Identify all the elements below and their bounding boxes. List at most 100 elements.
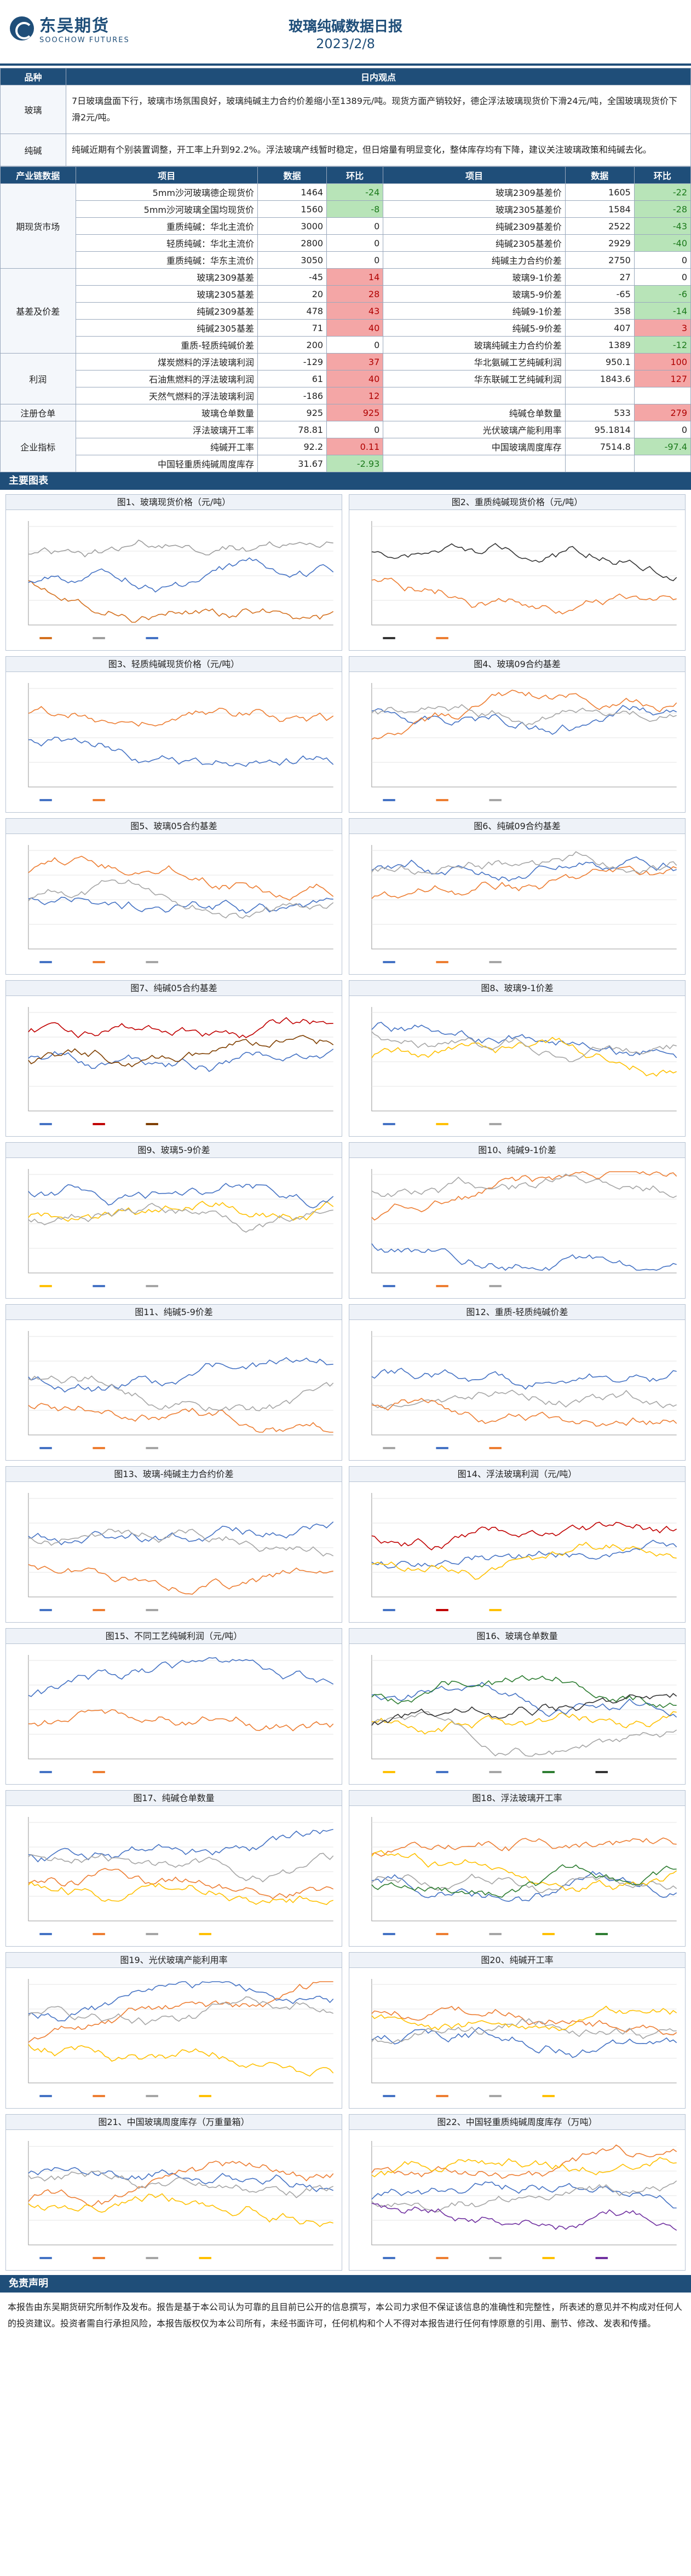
- chart-title: 图20、纯碱开工率: [349, 1953, 685, 1968]
- chart-legend-swatch: [93, 1285, 105, 1287]
- chart-legend-swatch: [199, 2095, 211, 2097]
- chart-series-line: [28, 879, 334, 919]
- chart-legend-swatch: [383, 637, 395, 639]
- item-value: 95.1814: [565, 421, 635, 438]
- item-label: 纯碱2309基差: [75, 302, 258, 320]
- chart-series-line: [371, 2203, 677, 2231]
- chart-panel: 图5、玻璃05合约基差: [5, 818, 342, 975]
- chart-series-line: [28, 1981, 334, 2022]
- item-value: -65: [565, 285, 635, 303]
- chart-series-line: [371, 856, 677, 882]
- chart-axis: [28, 1493, 333, 1597]
- summary-table: 品种 日内观点 玻璃 7日玻璃盘面下行，玻璃市场氛围良好，玻璃纯碱主力合约价差缩…: [0, 68, 691, 166]
- item-value: 950.1: [565, 353, 635, 371]
- chart-series-line: [371, 1850, 677, 1892]
- chart-legend-swatch: [383, 961, 395, 963]
- chart-legend-swatch: [489, 1123, 502, 1125]
- chart-axis: [371, 1817, 677, 1921]
- item-label: 玻璃2305基差价: [383, 200, 566, 218]
- item-change: -6: [634, 285, 691, 303]
- table-row: 期现货市场 5mm沙河玻璃德企现货价 1464 -24 玻璃2309基差价 1605 -22: [0, 183, 691, 269]
- chart-axis: [28, 2141, 333, 2245]
- chart-legend-swatch: [146, 2257, 158, 2259]
- chart-legend-swatch: [542, 1933, 555, 1935]
- item-change: 0: [326, 336, 384, 354]
- chart-series-line: [371, 1542, 677, 1580]
- item-change: 0: [634, 251, 691, 269]
- item-value: 200: [257, 336, 327, 354]
- item-value: 2522: [565, 217, 635, 235]
- item-change: [634, 387, 691, 404]
- chart-series-line: [28, 1357, 333, 1393]
- chart-legend-swatch: [383, 1609, 395, 1611]
- chart-legend-swatch: [489, 1285, 502, 1287]
- chart-legend-swatch: [39, 2257, 52, 2259]
- chart-legend-swatch: [39, 637, 52, 639]
- chart-series-line: [28, 1657, 334, 1697]
- chart-series-line: [371, 1682, 677, 1718]
- item-value: 27: [565, 268, 635, 286]
- chart-axis: [371, 1007, 677, 1112]
- table-row: 重质纯碱：华东主流价 3050 0 纯碱主力合约价差 2750 0: [1, 251, 691, 269]
- chart-legend-swatch: [595, 1771, 608, 1773]
- table-row: 5mm沙河玻璃全国均现货价 1560 -8 玻璃2305基差价 1584 -28: [1, 200, 691, 218]
- table-row: 基差及价差 玻璃2309基差 -45 14 玻璃9-1价差 27 0: [0, 268, 691, 354]
- chart-series-line: [28, 2044, 334, 2077]
- item-label: [383, 387, 566, 404]
- chart-panel: 图11、纯碱5-9价差: [5, 1304, 342, 1461]
- chart-legend-swatch: [146, 1609, 158, 1611]
- item-change: 0: [326, 234, 384, 252]
- item-value: 533: [565, 404, 635, 421]
- chart-series-line: [371, 1031, 677, 1062]
- item-change: -2.93: [326, 455, 384, 472]
- item-label: 光伏玻璃产能利用率: [383, 421, 566, 438]
- item-label: 玻璃9-1价差: [383, 268, 566, 286]
- chart-panel: 图10、纯碱9-1价差: [349, 1142, 686, 1299]
- chart-series-line: [371, 1022, 677, 1058]
- chart-axis: [28, 683, 333, 788]
- chart-axis: [28, 1169, 333, 1273]
- group-name: 期现货市场: [0, 183, 76, 269]
- data-table-header: 产业链数据: [0, 166, 76, 184]
- chart-plot: [28, 1007, 334, 1125]
- group-name: 注册仓单: [0, 404, 76, 421]
- item-label: 浮法玻璃开工率: [75, 421, 258, 438]
- chart-title: 图2、重质纯碱现货价格（元/吨）: [349, 495, 685, 510]
- chart-series-line: [371, 2181, 677, 2209]
- chart-series-line: [28, 1017, 333, 1039]
- chart-legend-swatch: [383, 799, 395, 801]
- item-value: 478: [257, 302, 327, 320]
- item-change: 40: [326, 370, 384, 387]
- chart-title: 图4、玻璃09合约基差: [349, 657, 685, 672]
- chart-panel: 图19、光伏玻璃产能利用率: [5, 1952, 342, 2109]
- chart-title: 图8、玻璃9-1价差: [349, 981, 685, 996]
- summary-row: 玻璃 7日玻璃盘面下行，玻璃市场氛围良好，玻璃纯碱主力合约价差缩小至1389元/…: [0, 85, 691, 134]
- chart-title: 图15、不同工艺纯碱利润（元/吨）: [6, 1629, 342, 1644]
- item-change: 3: [634, 319, 691, 337]
- item-value: 358: [565, 302, 635, 320]
- chart-series-line: [28, 1035, 334, 1068]
- item-value: 2929: [565, 234, 635, 252]
- summary-text: 7日玻璃盘面下行，玻璃市场氛围良好，玻璃纯碱主力合约价差缩小至1389元/吨。现…: [66, 85, 691, 134]
- item-change: -14: [634, 302, 691, 320]
- item-change: -40: [634, 234, 691, 252]
- chart-legend-swatch: [542, 1771, 555, 1773]
- chart-series-line: [28, 1375, 334, 1412]
- item-value: [565, 455, 635, 472]
- chart-legend-swatch: [436, 1123, 448, 1125]
- item-label: [383, 455, 566, 472]
- table-row: 玻璃2305基差 20 28 玻璃5-9价差 -65 -6: [1, 285, 691, 303]
- chart-title: 图3、轻质纯碱现货价格（元/吨）: [6, 657, 342, 672]
- item-label: 华东联碱工艺纯碱利润: [383, 370, 566, 387]
- chart-series-line: [371, 2180, 677, 2213]
- report-header: 东吴期货 SOOCHOW FUTURES 玻璃纯碱数据日报 2023/2/8: [0, 0, 691, 66]
- charts-grid: 图1、玻璃现货价格（元/吨） 图2、重质纯碱现货价格（元/吨） 图3、轻质纯碱现货价…: [0, 490, 691, 2275]
- chart-plot: [371, 845, 677, 963]
- chart-legend-swatch: [199, 1933, 211, 1935]
- group-name: 利润: [0, 353, 76, 404]
- item-value: 20: [257, 285, 327, 303]
- chart-legend-swatch: [489, 1771, 502, 1773]
- chart-series-line: [28, 855, 334, 901]
- chart-axis: [371, 845, 677, 950]
- chart-series-line: [28, 1529, 334, 1557]
